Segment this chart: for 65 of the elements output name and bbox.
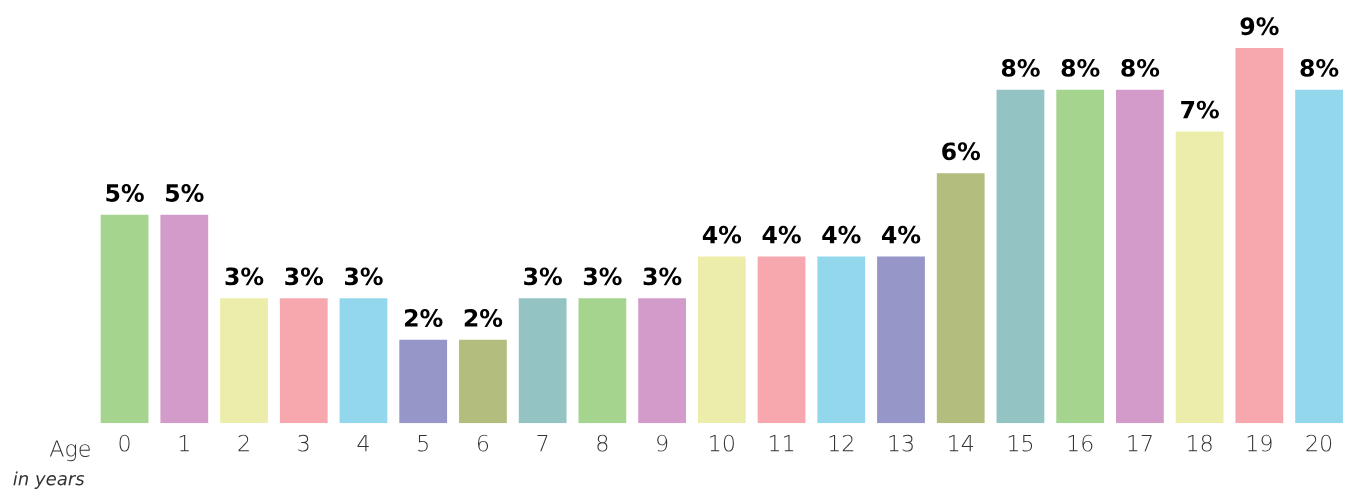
data-label: 4% bbox=[822, 225, 861, 244]
x-tick-label: 5 bbox=[418, 435, 428, 452]
data-label: 5% bbox=[106, 184, 144, 202]
x-tick-label: 11 bbox=[769, 435, 794, 452]
x-tick-label: 17 bbox=[1128, 435, 1152, 452]
x-axis-title: Age bbox=[49, 440, 90, 462]
bar bbox=[518, 298, 567, 424]
x-tick-label: 4 bbox=[357, 435, 369, 452]
x-tick-label: 12 bbox=[829, 434, 854, 452]
bar bbox=[1056, 89, 1105, 424]
bar bbox=[399, 339, 448, 424]
bar bbox=[220, 298, 268, 424]
data-label: 5% bbox=[166, 184, 204, 202]
bar bbox=[1175, 131, 1224, 424]
bar bbox=[936, 173, 985, 424]
x-tick-label: 20 bbox=[1306, 434, 1332, 452]
data-label: 3% bbox=[583, 267, 622, 286]
data-label: 3% bbox=[524, 267, 562, 286]
x-tick-label: 2 bbox=[238, 434, 249, 452]
x-tick-label: 15 bbox=[1008, 435, 1033, 452]
data-label: 8% bbox=[1001, 59, 1040, 77]
bar bbox=[459, 339, 507, 424]
data-label: 6% bbox=[942, 142, 981, 161]
bar bbox=[1116, 89, 1164, 424]
data-label: 3% bbox=[643, 267, 682, 286]
x-tick-label: 10 bbox=[710, 434, 734, 452]
data-label: 4% bbox=[762, 225, 801, 244]
text: in years bbox=[13, 471, 85, 489]
data-label: 8% bbox=[1061, 59, 1100, 77]
x-tick-label: 7 bbox=[537, 435, 548, 452]
data-label: 2% bbox=[464, 309, 503, 327]
bar bbox=[578, 298, 627, 424]
x-tick-label: 13 bbox=[889, 434, 913, 452]
data-label: 7% bbox=[1181, 100, 1219, 119]
data-label: 3% bbox=[225, 267, 264, 286]
bar bbox=[1235, 48, 1284, 424]
x-tick-label: 18 bbox=[1187, 434, 1212, 452]
x-tick-label: 3 bbox=[298, 434, 309, 452]
x-tick-label: 19 bbox=[1247, 434, 1272, 452]
data-label: 8% bbox=[1121, 59, 1160, 77]
bar bbox=[877, 256, 925, 424]
x-tick-label: 14 bbox=[949, 435, 974, 452]
bar bbox=[996, 89, 1045, 424]
data-label: 9% bbox=[1240, 17, 1279, 36]
bar bbox=[279, 298, 328, 424]
data-label: 2% bbox=[405, 309, 443, 327]
x-tick-label: 8 bbox=[597, 434, 608, 452]
data-label: 4% bbox=[702, 225, 742, 244]
x-tick-label: 6 bbox=[478, 434, 489, 452]
bar bbox=[100, 214, 149, 424]
x-tick-label: 9 bbox=[657, 434, 668, 452]
data-label: 8% bbox=[1300, 59, 1339, 77]
bar bbox=[757, 256, 806, 424]
data-label: 3% bbox=[345, 267, 383, 286]
bar bbox=[1295, 89, 1343, 424]
bar bbox=[160, 214, 209, 424]
x-tick-label: 0 bbox=[119, 434, 130, 452]
x-tick-label: 1 bbox=[179, 435, 189, 452]
bar bbox=[817, 256, 866, 424]
data-label: 4% bbox=[882, 225, 921, 244]
bar bbox=[697, 256, 746, 424]
x-tick-label: 16 bbox=[1068, 434, 1093, 452]
bar bbox=[638, 298, 686, 424]
bar bbox=[339, 298, 388, 424]
data-label: 3% bbox=[285, 267, 324, 286]
